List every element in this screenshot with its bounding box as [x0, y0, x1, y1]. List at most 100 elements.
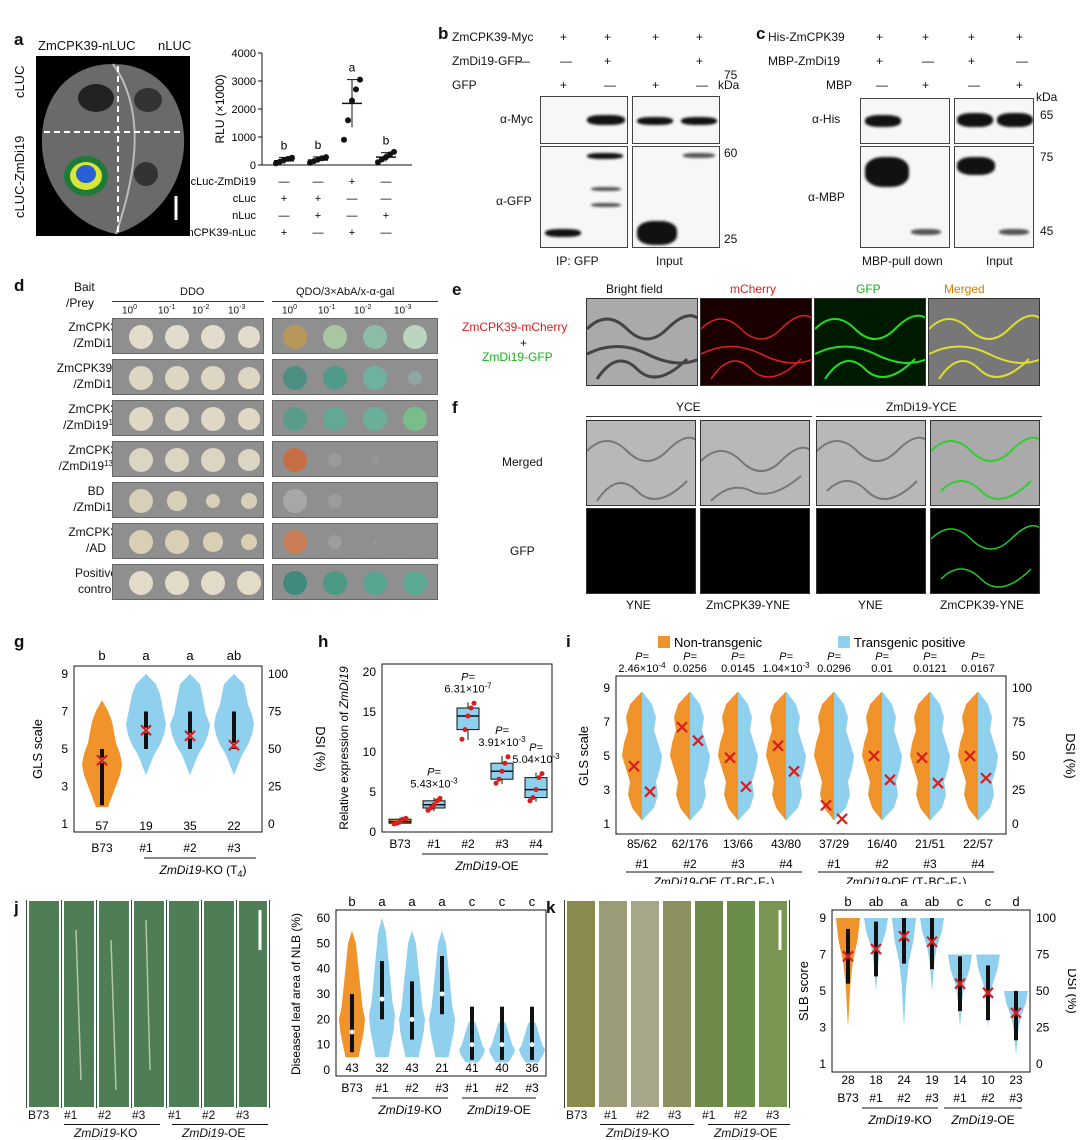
j-n: 43 [405, 1061, 419, 1075]
j-photo-label: #2 [202, 1108, 216, 1122]
h-point [403, 815, 409, 821]
c-rows-sign: + [922, 78, 930, 92]
g-sig-letter: a [142, 648, 150, 663]
k-photo-label: #3 [668, 1108, 682, 1122]
d-spot-ddo [129, 366, 153, 390]
panel-letter-h: h [318, 632, 329, 651]
d-spot-ddo [129, 407, 153, 431]
j-median [379, 996, 385, 1002]
d-spot-ddo [201, 571, 225, 595]
i-ytick: 5 [603, 749, 610, 763]
d-dilution-exp: -2 [365, 304, 372, 311]
k-n: 18 [869, 1073, 883, 1087]
a-row-sign: — [381, 193, 392, 205]
i-category: #3 [731, 857, 745, 871]
a-row-sign: + [315, 193, 321, 205]
h-p-prefix: P= [461, 671, 475, 683]
d-spot-qdo [371, 456, 379, 464]
d-header-qdo: QDO/3×AbA/x-α-gal [296, 286, 395, 298]
i-ytick: 9 [603, 681, 610, 695]
h-ytick: 20 [363, 665, 377, 679]
j-photo-label: B73 [28, 1108, 50, 1122]
h-ytick: 0 [369, 825, 376, 839]
d-row-bait: ZmCPK39 [68, 402, 124, 416]
j-photo-group-italic: ZmDi19 [182, 1126, 225, 1140]
h-point [536, 775, 542, 781]
b-marker-25: 25 [724, 232, 738, 246]
k-photo-label: #2 [734, 1108, 748, 1122]
g-n: 57 [95, 819, 109, 833]
d-spot-ddo [165, 325, 189, 349]
g-y2tick: 25 [268, 780, 282, 794]
d-plate-ddo [112, 564, 264, 600]
panel-letter-a: a [14, 30, 24, 49]
b-gfp-input [632, 146, 720, 248]
d-spot-ddo [129, 489, 153, 513]
j-median [349, 1029, 355, 1035]
c-rows-label: MBP [826, 78, 853, 92]
k-category: #2 [897, 1091, 911, 1105]
h-point [493, 780, 499, 786]
d-dilution-exp: 0 [293, 304, 298, 311]
f-merged-2 [700, 420, 810, 506]
i-n: 43/80 [771, 837, 801, 851]
e-col-mcherry: mCherry [730, 282, 777, 296]
j-sig-letter: a [408, 896, 416, 909]
d-plate-ddo [112, 359, 264, 395]
i-p-value: 1.04×10-3 [762, 661, 810, 675]
d-plate-qdo [272, 359, 438, 395]
j-ylabel: Diseased leaf area of NLB (%) [289, 913, 303, 1075]
i-n: 62/176 [672, 837, 709, 851]
panel-letter-e: e [452, 280, 462, 299]
h-p-value: 3.91×10-3 [478, 735, 526, 749]
i-category: #1 [827, 857, 841, 871]
e-col-bright: Bright field [606, 282, 663, 296]
a-row-sign: — [313, 227, 324, 239]
i-ytick: 7 [603, 715, 610, 729]
g-sig-letter: ab [227, 648, 241, 663]
i-violin-tg [882, 691, 902, 821]
e-left-construct-2: ZmDi19-GFP [482, 350, 553, 364]
h-frame [381, 663, 553, 833]
i-violin-tg [834, 691, 854, 821]
g-ylabel: GLS scale [30, 719, 45, 779]
d-spot-qdo [403, 407, 427, 431]
d-spot-qdo [363, 571, 387, 595]
j-violin [339, 930, 365, 1058]
j-category: #2 [495, 1081, 509, 1095]
a-point [289, 154, 295, 161]
c-bottom-input: Input [986, 254, 1013, 268]
a-point [391, 148, 397, 155]
j-frame [335, 909, 547, 1077]
i-violin-tg [978, 691, 998, 821]
a-point [345, 117, 351, 124]
h-category: B73 [389, 837, 411, 851]
d-spot-ddo [167, 491, 187, 511]
b-antibody-gfp: α-GFP [496, 194, 532, 208]
i-violin-tg [786, 691, 806, 821]
d-plate-qdo [272, 318, 438, 354]
f-gfp-3 [816, 508, 926, 594]
d-spot-qdo [327, 534, 343, 550]
i-mean-tg [692, 734, 704, 747]
i-p-value: 0.0145 [721, 663, 755, 675]
j-sig-letter: c [499, 896, 506, 909]
a-row-label: cLuc [233, 193, 257, 205]
d-row-prey: /ZmDi19 [73, 377, 119, 391]
j-group-label: ZmDi19-KO [377, 1103, 441, 1117]
a-row-sign: + [383, 210, 389, 222]
d-plate-qdo [272, 441, 438, 477]
g-mean-cross [228, 739, 240, 752]
k-photo-group-italic: ZmDi19 [714, 1126, 757, 1140]
panel-letter-d: d [14, 276, 25, 295]
chart-h-expression: 0 5 10 15 20 Relative expression of ZmDi19 B73… [337, 663, 560, 873]
i-p-prefix: P= [635, 651, 649, 663]
d-dilution-exp: -2 [203, 304, 210, 311]
a-row-sign: — [279, 210, 290, 222]
f-gfp-2 [700, 508, 810, 594]
k-sig-letter: b [844, 896, 851, 909]
g-group-label: ZmDi19-KO (T4) [158, 863, 246, 879]
leaf-label-left-bottom: cLUC-ZmDi19 [12, 135, 27, 218]
d-plate-ddo [112, 318, 264, 354]
b-marker-60: 60 [724, 146, 738, 160]
